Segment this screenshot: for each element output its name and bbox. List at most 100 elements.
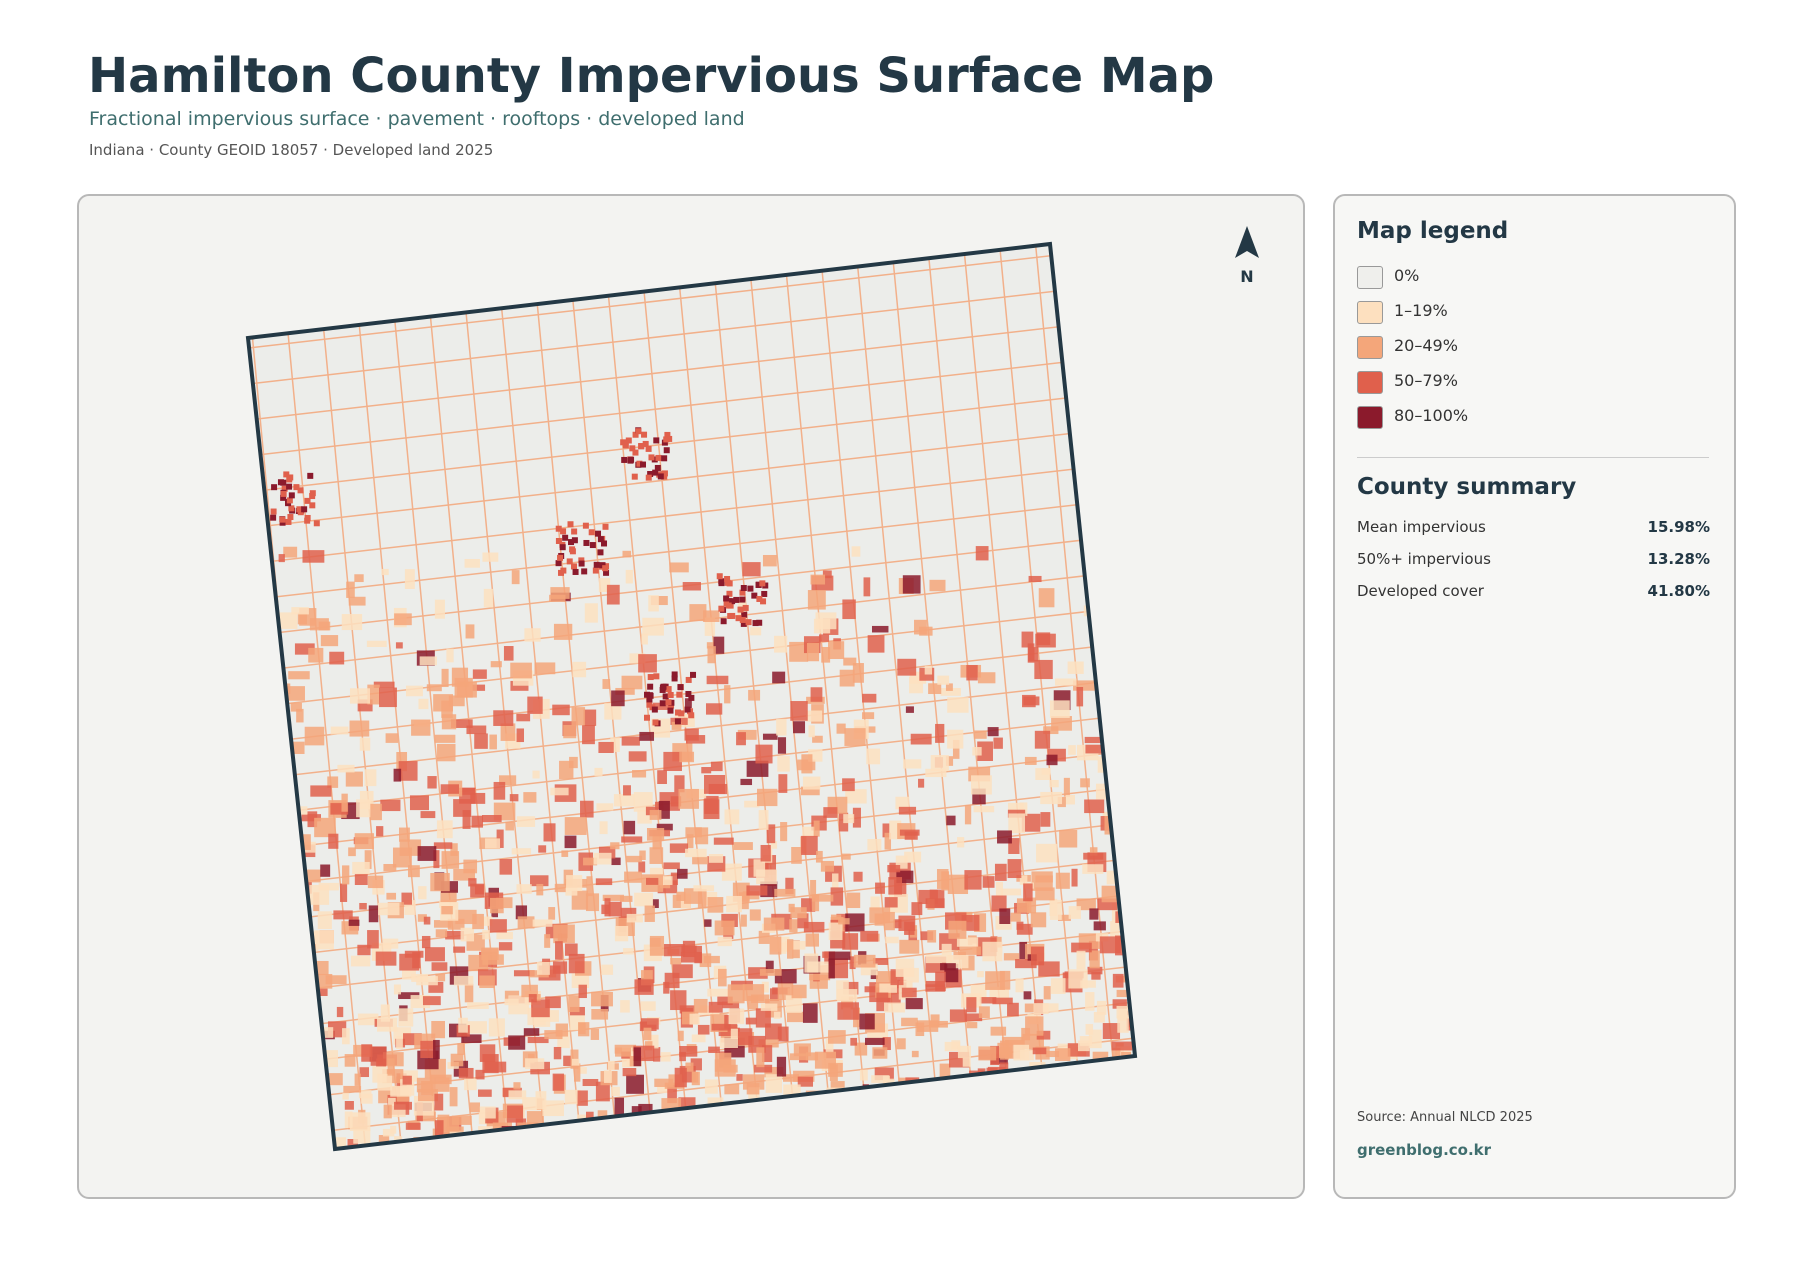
raster-cell [264, 645, 280, 653]
raster-cell [649, 935, 665, 956]
raster-cell [544, 1030, 563, 1040]
raster-cell [925, 954, 942, 964]
raster-cell [859, 1069, 868, 1081]
raster-cell [479, 1044, 496, 1062]
raster-cell [281, 1028, 301, 1046]
raster-cell [270, 514, 277, 521]
raster-cell [823, 807, 838, 818]
raster-cell [248, 348, 1135, 465]
raster-cell [307, 811, 318, 828]
raster-cell [320, 864, 331, 877]
raster-cell [451, 667, 469, 687]
raster-cell [1102, 1023, 1121, 1040]
raster-cell [585, 893, 600, 912]
raster-cell [871, 1108, 891, 1127]
raster-cell [571, 563, 578, 570]
raster-cell [1067, 661, 1084, 674]
raster-cell [1036, 843, 1058, 863]
raster-cell [746, 1163, 760, 1169]
raster-cell [333, 910, 353, 920]
raster-cell [404, 569, 415, 589]
raster-cell [701, 1154, 716, 1165]
raster-cell [1009, 1090, 1017, 1099]
legend-swatch [1357, 301, 1383, 324]
raster-cell [807, 590, 826, 610]
raster-cell [692, 856, 709, 865]
raster-cell [489, 1138, 510, 1149]
raster-cell [970, 1101, 978, 1110]
raster-cell [676, 891, 686, 901]
raster-cell [571, 528, 578, 535]
legend-panel: Map legend 0% 1–19% 20–49% 50–79% 80–100% Co… [1333, 194, 1736, 1199]
raster-cell [815, 850, 823, 863]
raster-cell [684, 698, 692, 709]
raster-cell [1015, 978, 1024, 993]
raster-cell [1144, 892, 1165, 901]
raster-cell [293, 484, 300, 491]
raster-cell [563, 724, 577, 739]
raster-cell [291, 1139, 312, 1149]
raster-cell [867, 839, 882, 851]
raster-cell [280, 842, 302, 854]
raster-cell [595, 530, 602, 537]
raster-cell [1015, 959, 1037, 969]
raster-cell [899, 1142, 909, 1149]
raster-cell [259, 834, 267, 849]
raster-cell [664, 1082, 685, 1089]
raster-cell [552, 961, 568, 974]
raster-cell [1153, 709, 1163, 720]
raster-cell [482, 552, 499, 562]
raster-cell [663, 944, 686, 957]
raster-cell [742, 1104, 754, 1120]
raster-cell [320, 635, 339, 647]
raster-cell [341, 614, 363, 631]
raster-cell [747, 585, 754, 592]
raster-cell [248, 420, 1135, 537]
raster-cell [641, 431, 648, 438]
raster-cell [483, 588, 494, 608]
raster-cell [264, 710, 277, 720]
raster-cell [265, 696, 283, 716]
raster-cell [557, 554, 564, 561]
raster-cell [985, 1113, 995, 1121]
raster-cell [634, 979, 654, 995]
raster-cell [538, 845, 547, 853]
raster-cell [1093, 1121, 1115, 1130]
raster-cell [885, 1129, 905, 1142]
raster-cell [638, 443, 645, 450]
raster-cell [568, 995, 580, 1013]
raster-cell [673, 1159, 688, 1169]
raster-cell [1086, 1108, 1108, 1117]
raster-cell [1034, 659, 1053, 680]
raster-cell [302, 550, 325, 563]
raster-cell [785, 1103, 796, 1122]
raster-cell [629, 445, 636, 452]
raster-cell [376, 826, 384, 837]
raster-cell [589, 542, 596, 549]
raster-cell [974, 1112, 989, 1121]
raster-cell [310, 973, 333, 989]
raster-cell [704, 774, 726, 794]
raster-cell [828, 958, 835, 979]
raster-cell [652, 702, 670, 710]
raster-cell [671, 721, 682, 730]
raster-cell [734, 1108, 742, 1124]
raster-cell [364, 769, 377, 787]
raster-cell [1068, 745, 1076, 755]
raster-cell [654, 464, 661, 471]
raster-cell [860, 930, 879, 942]
raster-cell [601, 904, 611, 915]
source: Source: Annual NLCD 2025 [1357, 1110, 1533, 1125]
raster-cell [688, 694, 695, 701]
raster-cell [707, 988, 729, 997]
raster-cell [1046, 754, 1058, 766]
raster-cell [269, 1030, 291, 1049]
raster-cell [718, 1107, 726, 1126]
raster-cell [282, 877, 299, 887]
raster-cell [460, 927, 475, 942]
raster-cell [1049, 700, 1070, 718]
raster-cell [957, 837, 965, 848]
raster-cell [836, 723, 846, 734]
raster-cell [663, 436, 670, 443]
raster-cell [286, 483, 293, 490]
